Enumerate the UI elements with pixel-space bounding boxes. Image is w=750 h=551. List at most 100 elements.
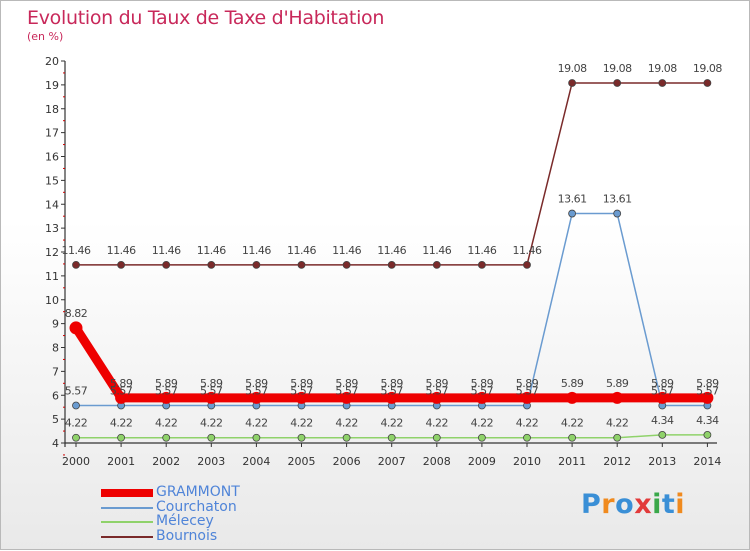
y-tick-label: 8: [52, 342, 59, 355]
data-point: [523, 433, 531, 442]
data-point: [521, 391, 533, 404]
data-label: 5.89: [561, 377, 584, 390]
data-point: [432, 260, 441, 269]
x-tick-label: 2012: [603, 455, 631, 468]
data-point: [523, 260, 531, 269]
y-tick-label: 10: [45, 294, 59, 307]
data-point: [703, 79, 712, 87]
data-label: 19.08: [693, 62, 722, 75]
data-point: [387, 433, 396, 442]
data-label: 11.46: [377, 244, 406, 257]
y-tick-label: 11: [45, 270, 59, 283]
data-label: 8.82: [65, 307, 88, 320]
data-point: [613, 209, 622, 218]
legend-label: Mélecey: [156, 513, 214, 529]
data-label: 5.89: [200, 377, 223, 390]
data-label: 5.89: [426, 377, 449, 390]
data-point: [207, 260, 216, 269]
data-point: [69, 321, 83, 335]
data-point: [72, 433, 80, 442]
legend-label: Bournois: [156, 527, 218, 544]
legend-swatch: [101, 506, 153, 509]
data-point: [117, 433, 125, 442]
data-point: [432, 433, 441, 442]
data-label: 5.57: [155, 385, 178, 398]
data-point: [568, 79, 576, 87]
y-tick-label: 14: [45, 198, 59, 211]
data-point: [295, 391, 308, 404]
data-label: 4.22: [561, 417, 584, 430]
data-point: [477, 260, 486, 269]
data-label: 11.46: [62, 244, 91, 257]
y-tick-label: 7: [52, 365, 59, 378]
legend-label: GRAMMONT: [156, 484, 240, 500]
data-point: [342, 260, 351, 269]
x-tick-label: 2001: [107, 455, 135, 468]
data-point: [611, 391, 624, 404]
data-label: 11.46: [107, 244, 136, 257]
data-label: 5.57: [471, 385, 494, 398]
y-tick-label: 17: [45, 127, 59, 140]
data-label: 4.22: [606, 417, 629, 430]
data-point: [205, 391, 218, 404]
data-point: [613, 79, 622, 87]
data-label: 5.57: [200, 385, 223, 398]
data-point: [342, 433, 351, 442]
x-tick-label: 2000: [62, 455, 90, 468]
data-label: 11.46: [332, 244, 361, 257]
data-label: 4.22: [155, 417, 178, 430]
y-tick-label: 6: [52, 389, 59, 402]
data-point: [252, 433, 261, 442]
data-point: [387, 260, 396, 269]
data-label: 5.89: [696, 377, 719, 390]
data-label: 5.57: [65, 385, 88, 398]
data-label: 4.22: [380, 417, 403, 430]
data-label: 4.22: [335, 417, 358, 430]
data-label: 5.57: [245, 385, 268, 398]
data-label: 5.89: [651, 377, 674, 390]
data-point: [340, 391, 353, 404]
x-tick-label: 2008: [423, 455, 451, 468]
data-point: [658, 430, 667, 439]
data-label: 4.22: [65, 417, 88, 430]
data-label: 11.46: [242, 244, 271, 257]
data-point: [658, 79, 667, 87]
data-label: 11.46: [287, 244, 316, 257]
data-label: 5.57: [516, 385, 539, 398]
data-label: 5.89: [516, 377, 539, 390]
data-label: 5.57: [110, 385, 133, 398]
data-label: 5.89: [380, 377, 403, 390]
data-label: 11.46: [467, 244, 496, 257]
data-label: 5.89: [245, 377, 268, 390]
data-point: [252, 260, 261, 269]
data-label: 5.57: [651, 385, 674, 398]
x-tick-label: 2010: [513, 455, 541, 468]
data-label: 4.34: [696, 414, 719, 427]
series-line-bournois: [75, 82, 709, 266]
logo-letter: i: [652, 489, 662, 520]
data-point: [297, 433, 306, 442]
data-label: 19.08: [603, 62, 632, 75]
data-point: [160, 391, 173, 404]
data-label: 5.89: [335, 377, 358, 390]
data-point: [115, 391, 128, 404]
data-point: [72, 260, 80, 269]
data-point: [703, 430, 712, 439]
x-tick-label: 2011: [558, 455, 586, 468]
x-tick-label: 2005: [288, 455, 316, 468]
data-point: [477, 433, 486, 442]
data-label: 11.46: [422, 244, 451, 257]
logo-letter: i: [675, 489, 686, 520]
data-point: [207, 433, 216, 442]
data-label: 4.22: [290, 417, 313, 430]
data-label: 4.22: [245, 417, 268, 430]
legend-label: Courchaton: [156, 498, 237, 515]
x-tick-label: 2003: [197, 455, 225, 468]
data-label: 11.46: [152, 244, 181, 257]
y-tick-label: 12: [45, 246, 59, 259]
data-label: 13.61: [558, 193, 587, 206]
y-tick-label: 13: [45, 222, 59, 235]
data-label: 19.08: [648, 62, 677, 75]
y-tick-label: 18: [45, 103, 59, 116]
